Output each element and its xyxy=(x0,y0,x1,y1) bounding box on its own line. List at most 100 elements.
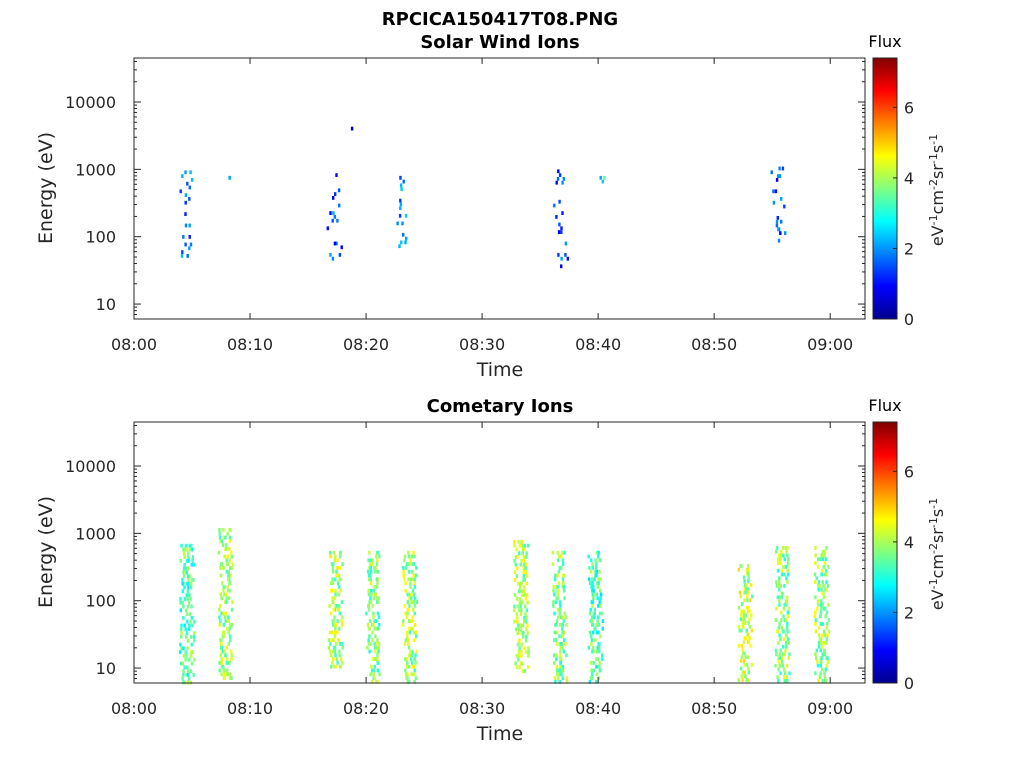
spectrogram-cell xyxy=(779,656,782,660)
spectrogram-cell xyxy=(184,543,188,548)
spectrogram-cell xyxy=(817,679,820,683)
spectrogram-cell xyxy=(597,550,600,555)
spectrogram-cell xyxy=(747,605,750,610)
spectrogram-cell xyxy=(561,664,565,669)
spectrogram-cell xyxy=(561,676,564,680)
spectrogram-cell xyxy=(746,655,750,660)
spectrogram-cell xyxy=(411,615,414,620)
spectrogram-cell xyxy=(552,653,556,658)
spectrogram-cell xyxy=(513,570,517,575)
spectrogram-cell xyxy=(405,676,408,680)
spectrogram-cell xyxy=(371,558,374,563)
spectrogram-cell xyxy=(337,607,341,612)
spectrogram-cell xyxy=(560,230,563,234)
spectrogram-cell xyxy=(339,554,342,559)
y-tick-label: 10000 xyxy=(65,457,116,476)
spectrogram-cell xyxy=(822,595,826,600)
spectrogram-cell xyxy=(411,626,414,631)
spectrogram-cell xyxy=(745,594,749,599)
spectrogram-cell xyxy=(599,558,602,563)
spectrogram-cell xyxy=(522,589,526,594)
spectrogram-cell xyxy=(185,570,188,575)
spectrogram-cell xyxy=(376,668,379,673)
spectrogram-cell xyxy=(189,170,192,175)
spectrogram-cell xyxy=(564,253,567,257)
spectrogram-cell xyxy=(775,178,779,182)
spectrogram-cell xyxy=(410,554,414,559)
spectrogram-cell xyxy=(230,554,233,559)
spectrogram-cell xyxy=(181,250,184,254)
spectrogram-cell xyxy=(524,596,528,601)
spectrogram-cell xyxy=(746,609,750,614)
spectrogram-cell xyxy=(409,581,412,585)
spectrogram-cell xyxy=(193,638,196,643)
spectrogram-cell xyxy=(522,577,525,582)
spectrogram-cell xyxy=(815,606,819,611)
spectrogram-cell xyxy=(413,623,417,627)
spectrogram-cell xyxy=(334,588,337,593)
spectrogram-cell xyxy=(591,623,594,627)
spectrogram-cell xyxy=(220,638,223,642)
colorbar-title: Flux xyxy=(868,32,901,51)
spectrogram-cell xyxy=(367,588,370,593)
spectrogram-cell xyxy=(821,644,824,649)
spectrogram-cell xyxy=(186,646,189,651)
spectrogram-cell xyxy=(182,646,185,651)
spectrogram-cell xyxy=(412,577,415,582)
spectrogram-cell xyxy=(778,652,782,657)
spectrogram-cell xyxy=(376,596,379,601)
spectrogram-cell xyxy=(369,558,373,563)
spectrogram-cell xyxy=(340,600,344,604)
spectrogram-cell xyxy=(369,581,373,585)
spectrogram-cell xyxy=(516,555,519,559)
spectrogram-cell xyxy=(186,619,189,624)
spectrogram-cell xyxy=(593,649,596,654)
spectrogram-cell xyxy=(405,661,409,665)
colorbar-gradient xyxy=(872,421,898,684)
spectrogram-cell xyxy=(595,623,598,627)
spectrogram-cell xyxy=(559,653,562,658)
spectrogram-cell xyxy=(600,611,603,616)
spectrogram-cell xyxy=(411,664,414,669)
spectrogram-cell xyxy=(520,653,523,658)
spectrogram-cell xyxy=(552,588,555,593)
spectrogram-cell xyxy=(562,585,565,589)
spectrogram-cell xyxy=(747,621,750,625)
spectrogram-cell xyxy=(784,618,788,622)
spectrogram-cell xyxy=(775,606,778,611)
spectrogram-cell xyxy=(190,578,193,582)
spectrogram-cell xyxy=(227,596,231,601)
spectrogram-cell xyxy=(554,638,558,642)
spectrogram-cell xyxy=(523,543,527,548)
spectrogram-cell xyxy=(521,669,524,673)
spectrogram-cell xyxy=(226,626,229,631)
y-tick-label: 10 xyxy=(96,295,116,314)
spectrogram-cell xyxy=(410,592,413,597)
spectrogram-cell xyxy=(556,668,559,673)
spectrogram-cell xyxy=(372,596,376,601)
spectrogram-cell xyxy=(775,223,779,228)
spectrogram-cell xyxy=(230,623,234,627)
spectrogram-cell xyxy=(519,562,522,567)
spectrogram-cell xyxy=(228,535,232,540)
spectrogram-cell xyxy=(781,568,784,573)
spectrogram-cell xyxy=(750,583,753,587)
spectrogram-cell xyxy=(184,242,187,247)
spectrogram-cell xyxy=(750,628,754,633)
spectrogram-cell xyxy=(595,558,598,563)
spectrogram-cell xyxy=(781,629,784,634)
spectrogram-cell xyxy=(220,562,223,566)
spectrogram-cell xyxy=(191,559,194,563)
spectrogram-cell xyxy=(819,622,822,626)
spectrogram-cell xyxy=(814,553,817,558)
spectrogram-cell xyxy=(373,664,376,669)
spectrogram-cell xyxy=(786,561,790,565)
spectrogram-cell xyxy=(593,607,596,612)
spectrogram-cell xyxy=(603,175,606,180)
spectrogram-cell xyxy=(331,218,334,223)
spectrogram-cell xyxy=(743,590,746,595)
spectrogram-cell xyxy=(520,558,524,563)
spectrogram-cell xyxy=(558,680,562,684)
spectrogram-cell xyxy=(334,626,337,631)
spectrogram-cell xyxy=(561,180,564,185)
